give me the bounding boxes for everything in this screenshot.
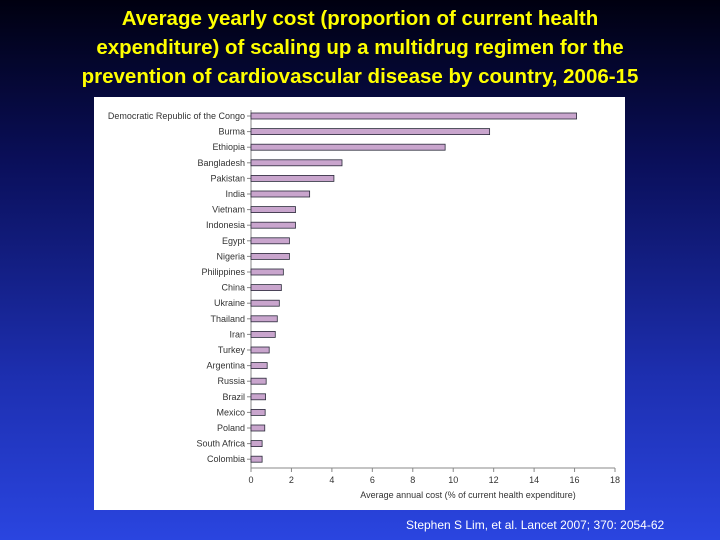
bar — [250, 299, 280, 307]
bar — [250, 315, 278, 323]
category-label: Philippines — [201, 267, 245, 277]
bar — [250, 190, 311, 198]
bar — [250, 221, 296, 229]
title-line-2: expenditure) of scaling up a multidrug r… — [96, 36, 624, 59]
category-label: Indonesia — [206, 220, 245, 230]
bar — [250, 440, 263, 448]
bar-chart: Democratic Republic of the Congo Burma Eth… — [108, 110, 620, 500]
title-line-1: Average yearly cost (proportion of curre… — [121, 7, 599, 30]
bar — [250, 284, 282, 292]
bar — [250, 346, 270, 354]
category-label: Thailand — [210, 314, 245, 324]
category-label: Colombia — [207, 454, 245, 464]
category-label: Turkey — [218, 345, 246, 355]
x-tick-label: 10 — [448, 475, 458, 485]
x-axis-title: Average annual cost (% of current health… — [360, 490, 575, 500]
bar — [250, 330, 276, 338]
category-label: Egypt — [222, 236, 246, 246]
bar — [250, 377, 267, 385]
category-label: Pakistan — [210, 173, 245, 183]
category-label: Burma — [218, 127, 245, 137]
citation: Stephen S Lim, et al. Lancet 2007; 370: … — [406, 518, 665, 532]
category-label: Argentina — [206, 361, 245, 371]
category-label: Vietnam — [212, 205, 245, 215]
x-tick-label: 6 — [370, 475, 375, 485]
x-tick-label: 8 — [410, 475, 415, 485]
bar — [250, 143, 446, 151]
category-label: Democratic Republic of the Congo — [108, 111, 245, 121]
x-tick-label: 18 — [610, 475, 620, 485]
category-label: Ukraine — [214, 298, 245, 308]
slide-title: Average yearly cost (proportion of curre… — [0, 4, 720, 91]
x-tick-label: 4 — [329, 475, 334, 485]
title-line-3: prevention of cardiovascular disease by … — [81, 65, 639, 88]
bar — [250, 159, 343, 167]
bar — [250, 112, 577, 120]
category-label: Russia — [217, 376, 245, 386]
x-tick-label: 14 — [529, 475, 539, 485]
category-label: Mexico — [216, 407, 245, 417]
x-tick-label: 0 — [248, 475, 253, 485]
bar — [250, 408, 266, 416]
category-label: South Africa — [196, 439, 245, 449]
category-label: Nigeria — [216, 251, 245, 261]
category-label: China — [221, 283, 245, 293]
bar — [250, 268, 284, 276]
category-label: Ethiopia — [212, 142, 245, 152]
bar — [250, 206, 296, 213]
x-tick-label: 16 — [570, 475, 580, 485]
x-tick-label: 2 — [289, 475, 294, 485]
category-label: India — [225, 189, 245, 199]
bar — [250, 455, 263, 463]
x-tick-label: 12 — [489, 475, 499, 485]
bar — [250, 237, 290, 245]
category-label: Poland — [217, 423, 245, 433]
category-label: Iran — [229, 329, 245, 339]
bar — [250, 393, 266, 401]
category-label: Brazil — [222, 392, 245, 402]
bar — [250, 175, 335, 182]
bar — [250, 252, 290, 260]
bar — [250, 424, 266, 432]
chart-panel: Democratic Republic of the Congo Burma Eth… — [94, 97, 625, 510]
bar — [250, 128, 491, 136]
category-label: Bangladesh — [197, 158, 245, 168]
bar — [250, 362, 268, 370]
